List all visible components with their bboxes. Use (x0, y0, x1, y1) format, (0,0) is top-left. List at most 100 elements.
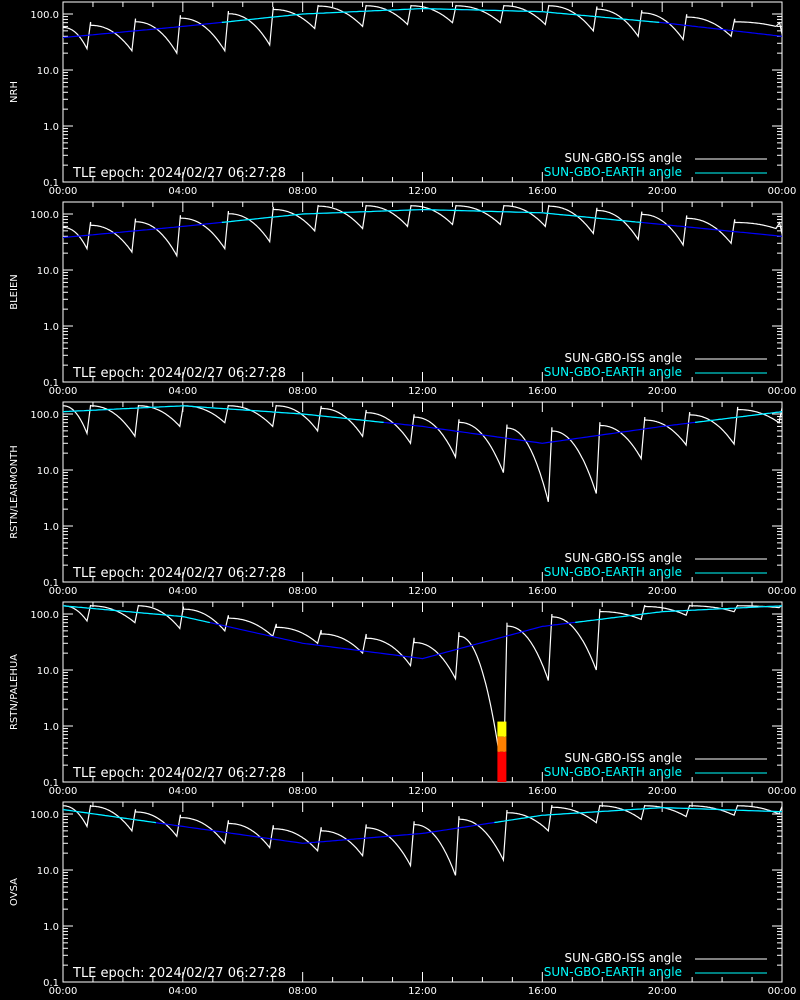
y-tick-label: 10.0 (37, 666, 59, 677)
y-tick-label: 10.0 (37, 866, 59, 877)
iss-angle-series (63, 4, 782, 56)
earth-angle-line-blue (63, 605, 782, 660)
y-tick-label: 100.0 (30, 210, 59, 221)
x-tick-label: 12:00 (408, 186, 437, 197)
x-tick-label: 04:00 (168, 986, 197, 997)
tle-epoch-text: TLE epoch: 2024/02/27 06:27:28 (72, 366, 286, 381)
y-tick-label: 1.0 (43, 322, 59, 333)
iss-angle-line (63, 404, 782, 502)
chart-panel-1: 0.1 1.0 10.0 100.0 00:00 04:00 08:00 12:00 16:00… (9, 201, 797, 397)
x-tick-label: 20:00 (648, 386, 677, 397)
legend-earth-label: SUN-GBO-EARTH angle (544, 365, 682, 379)
x-tick-label: 20:00 (648, 786, 677, 797)
x-tick-label: 00:00 (49, 586, 78, 597)
chart-panel-0: 0.1 1.0 10.0 100.0 00:00 04:00 08:00 12:00 16:00… (9, 1, 797, 197)
observatory-label: BLEIEN (9, 274, 20, 310)
x-tick-label: 00:00 (49, 186, 78, 197)
tle-epoch-text: TLE epoch: 2024/02/27 06:27:28 (72, 766, 286, 781)
y-tick-label: 0.1 (43, 978, 59, 989)
x-tick-label: 12:00 (408, 386, 437, 397)
y-tick-label: 0.1 (43, 178, 59, 189)
x-tick-label: 00:00 (49, 986, 78, 997)
x-tick-label: 12:00 (408, 986, 437, 997)
x-tick-label: 16:00 (528, 186, 557, 197)
chart-panel-2: 0.1 1.0 10.0 100.0 00:00 04:00 08:00 12:00 16:00… (9, 401, 797, 597)
x-tick-label: 04:00 (168, 386, 197, 397)
iss-angle-series (63, 804, 782, 876)
x-tick-label: 16:00 (528, 786, 557, 797)
y-tick-label: 10.0 (37, 466, 59, 477)
y-tick-label: 1.0 (43, 122, 59, 133)
x-tick-label: 04:00 (168, 586, 197, 597)
x-tick-label: 00:00 (768, 386, 797, 397)
tle-epoch-text: TLE epoch: 2024/02/27 06:27:28 (72, 166, 286, 181)
x-tick-label: 00:00 (49, 786, 78, 797)
x-tick-label: 08:00 (288, 986, 317, 997)
y-tick-label: 10.0 (37, 66, 59, 77)
earth-angle-series (63, 605, 782, 660)
x-tick-label: 16:00 (528, 386, 557, 397)
earth-angle-series (63, 7, 782, 39)
earth-angle-series (63, 209, 782, 239)
iss-angle-series (63, 404, 782, 502)
earth-angle-line-blue (63, 7, 782, 39)
x-tick-label: 20:00 (648, 186, 677, 197)
earth-angle-line-cyan (63, 806, 782, 824)
legend-earth-label: SUN-GBO-EARTH angle (544, 565, 682, 579)
x-tick-label: 00:00 (768, 586, 797, 597)
legend-iss-label: SUN-GBO-ISS angle (565, 551, 682, 565)
y-tick-label: 1.0 (43, 722, 59, 733)
y-tick-label: 0.1 (43, 778, 59, 789)
earth-angle-line-cyan (63, 605, 782, 624)
earth-angle-series (63, 806, 782, 844)
earth-angle-line-blue (63, 209, 782, 239)
observatory-label: NRH (9, 81, 20, 103)
legend-iss-label: SUN-GBO-ISS angle (565, 351, 682, 365)
y-tick-label: 0.1 (43, 578, 59, 589)
legend-iss-label: SUN-GBO-ISS angle (565, 751, 682, 765)
legend-iss-label: SUN-GBO-ISS angle (565, 151, 682, 165)
x-tick-label: 04:00 (168, 786, 197, 797)
legend-iss-label: SUN-GBO-ISS angle (565, 951, 682, 965)
observatory-label: OVSA (9, 878, 20, 906)
y-tick-label: 1.0 (43, 522, 59, 533)
y-tick-label: 100.0 (30, 410, 59, 421)
legend-earth-label: SUN-GBO-EARTH angle (544, 765, 682, 779)
x-tick-label: 12:00 (408, 786, 437, 797)
x-tick-label: 04:00 (168, 186, 197, 197)
flag-segment-yellow (497, 721, 507, 737)
legend-earth-label: SUN-GBO-EARTH angle (544, 965, 682, 979)
x-tick-label: 08:00 (288, 586, 317, 597)
chart-panel-3: 0.1 1.0 10.0 100.0 00:00 04:00 08:00 12:00 16:00… (9, 601, 797, 797)
y-tick-label: 100.0 (30, 610, 59, 621)
earth-angle-line-cyan (221, 7, 660, 23)
x-tick-label: 12:00 (408, 586, 437, 597)
x-tick-label: 00:00 (768, 986, 797, 997)
x-tick-label: 20:00 (648, 986, 677, 997)
iss-angle-series (63, 604, 782, 782)
iss-angle-line (63, 4, 782, 56)
x-tick-label: 16:00 (528, 986, 557, 997)
x-tick-label: 00:00 (768, 786, 797, 797)
flag-segment-red (497, 751, 507, 782)
y-tick-label: 1.0 (43, 922, 59, 933)
x-tick-label: 20:00 (648, 586, 677, 597)
observatory-label: RSTN/PALEHUA (9, 654, 20, 730)
tle-epoch-text: TLE epoch: 2024/02/27 06:27:28 (72, 966, 286, 981)
x-tick-label: 00:00 (768, 186, 797, 197)
x-tick-label: 08:00 (288, 786, 317, 797)
observatory-label: RSTN/LEARMONTH (9, 445, 20, 539)
legend-earth-label: SUN-GBO-EARTH angle (544, 165, 682, 179)
earth-angle-line-cyan (63, 405, 782, 423)
iss-angle-series (63, 204, 782, 258)
x-tick-label: 08:00 (288, 386, 317, 397)
earth-angle-line-cyan (221, 209, 642, 223)
y-tick-label: 10.0 (37, 266, 59, 277)
iss-angle-line (63, 804, 782, 876)
x-tick-label: 00:00 (49, 386, 78, 397)
iss-angle-line (63, 204, 782, 258)
y-tick-label: 100.0 (30, 810, 59, 821)
y-tick-label: 100.0 (30, 10, 59, 21)
iss-angle-line (63, 604, 782, 782)
